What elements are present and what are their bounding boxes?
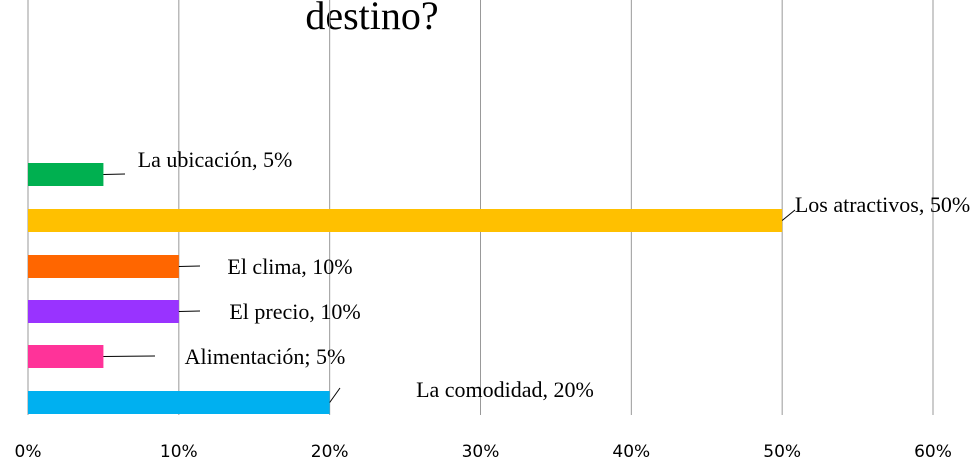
- data-label: Los atractivos, 50%: [794, 192, 971, 217]
- bar: [28, 345, 104, 368]
- data-label: El clima, 10%: [227, 254, 353, 279]
- x-tick-label: 10%: [160, 442, 198, 462]
- data-label: La comodidad, 20%: [416, 377, 594, 402]
- leader-line: [178, 265, 201, 267]
- data-label: La ubicación, 5%: [137, 147, 293, 172]
- x-tick-label: 40%: [612, 442, 650, 462]
- bar: [28, 255, 179, 278]
- x-tick-label: 20%: [311, 442, 349, 462]
- x-tick-label: 30%: [462, 442, 500, 462]
- bar: [28, 163, 104, 186]
- bar: [28, 209, 783, 232]
- bar: [28, 300, 179, 323]
- leader-line: [103, 355, 156, 357]
- x-tick-label: 50%: [763, 442, 801, 462]
- x-tick-label: 60%: [914, 442, 952, 462]
- chart-title: destino?: [305, 0, 438, 38]
- leader-line: [178, 310, 201, 312]
- bar: [28, 391, 330, 414]
- x-tick-label: 0%: [15, 442, 42, 462]
- leader-line: [329, 387, 341, 403]
- data-label: Alimentación; 5%: [184, 344, 346, 369]
- leader-line: [781, 209, 796, 221]
- leader-line: [103, 173, 126, 175]
- data-label: El precio, 10%: [229, 299, 361, 324]
